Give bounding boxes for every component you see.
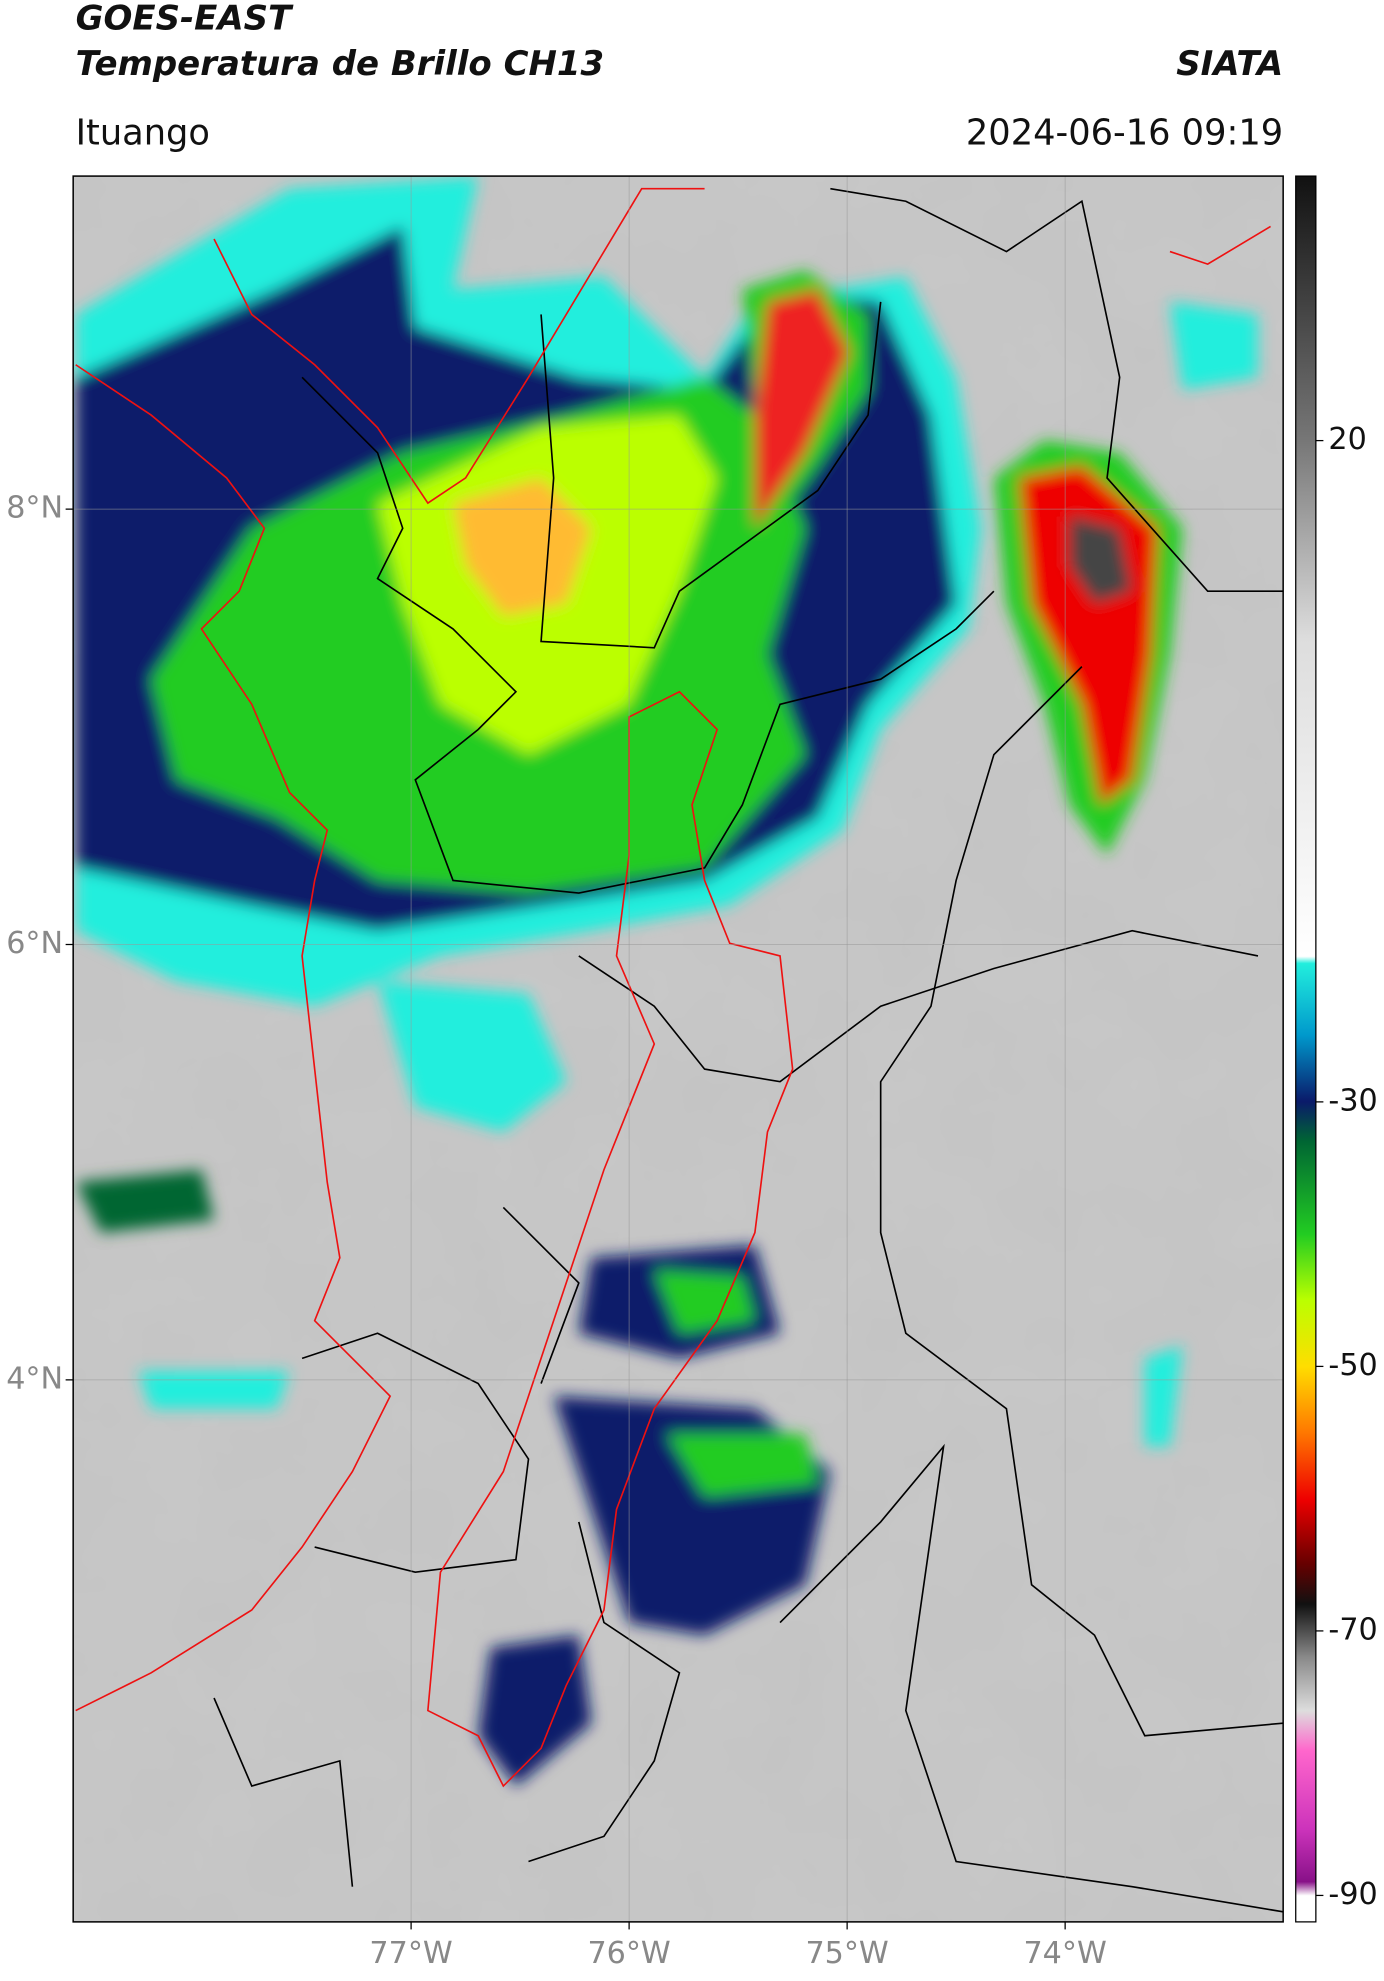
colorbar xyxy=(1295,175,1317,1923)
colorbar-tick-label: -70 xyxy=(1328,1612,1377,1647)
subtitle: Temperatura de Brillo CH13 xyxy=(76,44,604,84)
timestamp: 2024-06-16 09:19 xyxy=(966,113,1283,154)
x-tick-label: 74°W xyxy=(1023,1936,1106,1971)
colorbar-tick-label: -30 xyxy=(1328,1083,1377,1118)
x-tick-label: 76°W xyxy=(587,1936,670,1971)
colorbar-tick-label: 20 xyxy=(1328,422,1366,457)
title: GOES-EAST xyxy=(76,0,294,39)
coastline xyxy=(75,187,1271,1788)
map-image xyxy=(73,176,1284,1922)
source: SIATA xyxy=(1176,44,1283,84)
location: Ituango xyxy=(76,113,210,154)
grid xyxy=(73,176,1284,1922)
x-tick-label: 77°W xyxy=(369,1936,452,1971)
y-tick-label: 6°N xyxy=(6,926,63,961)
y-tick-label: 8°N xyxy=(6,491,63,526)
map-frame xyxy=(72,175,1284,1923)
colorbar-tick-label: -90 xyxy=(1328,1877,1377,1912)
x-tick-label: 75°W xyxy=(805,1936,888,1971)
colorbar-tick-label: -50 xyxy=(1328,1348,1377,1383)
borders xyxy=(213,187,1284,1913)
y-tick-label: 4°N xyxy=(6,1361,63,1396)
